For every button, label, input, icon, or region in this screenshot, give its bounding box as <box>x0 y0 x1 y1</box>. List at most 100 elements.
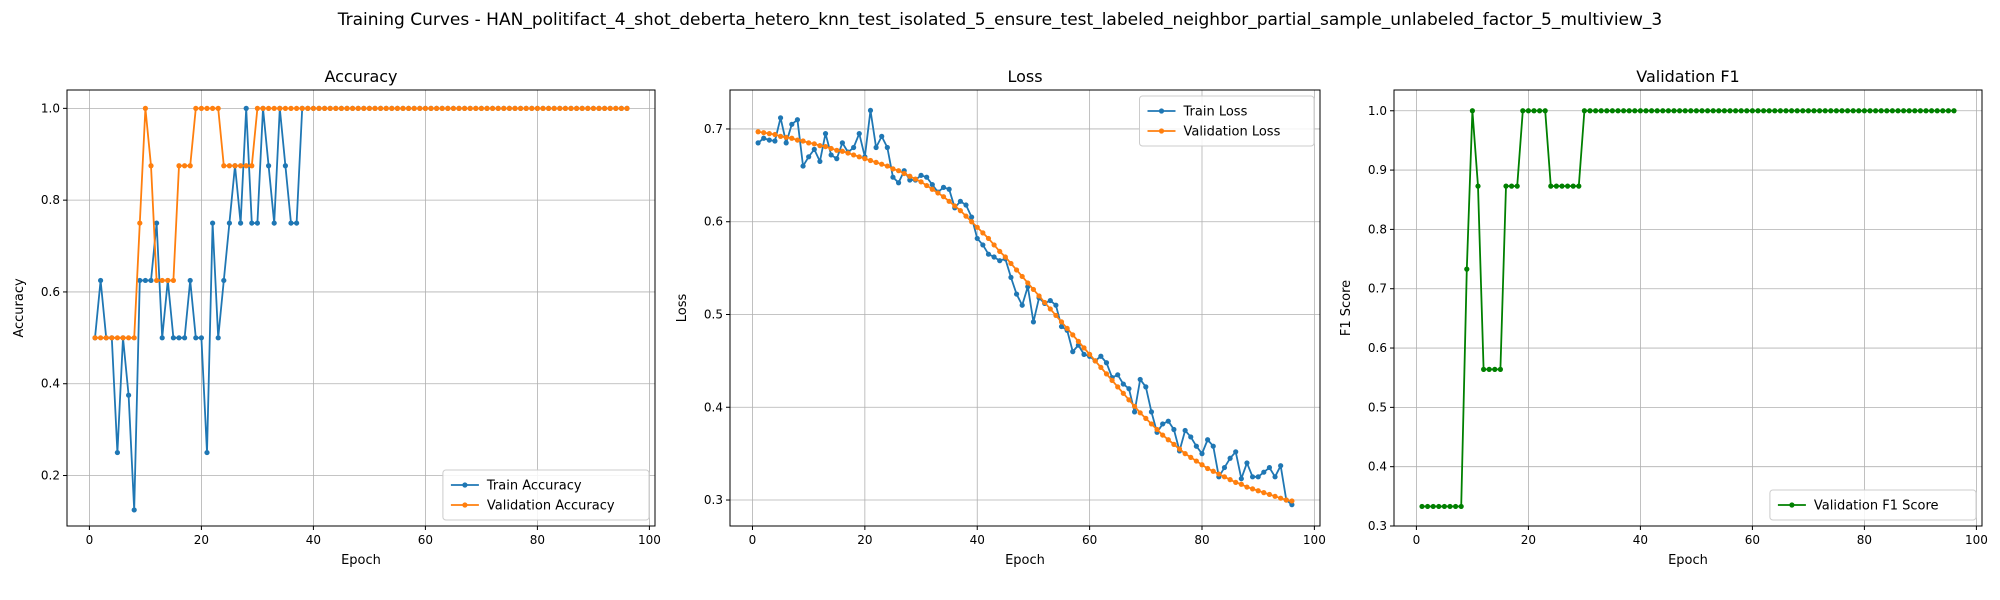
validation-f1-score-point <box>1923 108 1929 114</box>
validation-f1-score-point <box>1805 108 1811 114</box>
validation-accuracy-point <box>574 105 580 111</box>
train-accuracy-point <box>193 335 199 341</box>
validation-f1-score-point <box>1509 183 1515 189</box>
validation-loss-point <box>963 213 969 219</box>
validation-accuracy-point <box>613 105 619 111</box>
validation-f1-y-tick-label: 0.6 <box>1368 341 1387 355</box>
validation-accuracy-point <box>518 105 524 111</box>
validation-accuracy-point <box>355 105 361 111</box>
train-loss-point <box>1070 349 1076 355</box>
validation-f1-score-point <box>1626 108 1632 114</box>
validation-f1-score-point <box>1542 108 1548 114</box>
validation-loss-point <box>997 248 1003 255</box>
validation-f1-score-point <box>1699 108 1705 114</box>
accuracy-y-tick-label: 0.2 <box>41 469 60 483</box>
train-loss-point <box>879 133 885 139</box>
train-loss-point <box>946 186 952 192</box>
validation-loss-point <box>1160 432 1166 438</box>
validation-accuracy-point <box>294 105 300 111</box>
validation-accuracy-point <box>450 105 456 111</box>
validation-f1-score-point <box>1727 108 1733 114</box>
validation-loss-point <box>1143 415 1149 421</box>
validation-accuracy-point <box>193 105 199 111</box>
validation-accuracy-point <box>366 105 372 111</box>
validation-f1-score-point <box>1436 503 1442 510</box>
train-loss-point <box>1249 474 1256 480</box>
train-loss-point <box>1182 427 1188 434</box>
validation-f1-score-point <box>1570 183 1576 189</box>
validation-f1-score-point <box>1783 108 1789 114</box>
validation-accuracy-point <box>490 105 496 111</box>
validation-f1-score-point <box>1917 108 1923 114</box>
validation-loss-point <box>851 152 857 158</box>
validation-f1-score-point <box>1419 503 1425 510</box>
validation-f1-score-point <box>1817 108 1823 114</box>
validation-accuracy-point <box>266 105 272 111</box>
validation-f1-score-point <box>1576 183 1582 189</box>
validation-f1-score-point <box>1637 108 1643 114</box>
validation-accuracy-point <box>243 163 249 169</box>
validation-f1-score-point <box>1665 108 1671 114</box>
validation-accuracy-point <box>170 277 176 284</box>
validation-f1-legend: Validation F1 Score <box>1769 489 1977 521</box>
validation-accuracy-point <box>501 105 507 111</box>
validation-accuracy-point <box>271 105 277 111</box>
loss-x-tick-label: 40 <box>970 533 985 547</box>
validation-loss-point <box>884 163 890 169</box>
loss-x-tick-label: 100 <box>1303 533 1326 547</box>
train-loss-point <box>1210 443 1216 449</box>
validation-loss-point <box>1036 293 1042 299</box>
train-accuracy-point <box>142 277 148 284</box>
accuracy-x-tick-label: 100 <box>638 533 661 547</box>
train-loss-point <box>1238 476 1244 482</box>
figure-suptitle: Training Curves - HAN_politifact_4_shot_… <box>337 10 1663 30</box>
validation-f1-score-point <box>1755 108 1761 114</box>
validation-loss-point <box>862 156 868 162</box>
train-loss-point <box>817 158 823 165</box>
validation-accuracy-point <box>198 105 204 111</box>
accuracy-x-tick-label: 0 <box>86 533 94 547</box>
validation-f1-score-point <box>1811 108 1817 114</box>
train-loss-point <box>895 180 902 186</box>
validation-accuracy-point <box>282 105 288 111</box>
loss-legend-marker <box>1158 128 1165 134</box>
validation-loss-point <box>822 143 829 150</box>
validation-loss-point <box>1047 306 1053 312</box>
train-loss-point <box>1233 449 1239 455</box>
validation-f1-score-point <box>1945 108 1951 114</box>
validation-f1-score-point <box>1464 266 1470 272</box>
train-loss-point <box>822 131 829 137</box>
validation-accuracy-point <box>215 105 221 111</box>
train-loss-point <box>856 131 862 137</box>
validation-loss-point <box>1042 299 1048 306</box>
validation-loss-point <box>1064 325 1070 332</box>
train-loss-point <box>755 140 761 146</box>
validation-accuracy-point <box>540 105 546 111</box>
train-loss-point <box>800 163 806 169</box>
validation-loss-point <box>1120 390 1126 396</box>
validation-f1-score-point <box>1733 108 1739 114</box>
loss-panel: Loss Epoch Loss 0 20 40 60 80 100 0.3 0.4 0.5 0.6… <box>675 67 1326 568</box>
train-accuracy-point <box>266 163 272 169</box>
train-loss-point <box>1053 302 1059 308</box>
validation-accuracy-point <box>148 163 154 169</box>
loss-y-tick-label: 0.3 <box>704 493 723 507</box>
train-accuracy-point <box>154 220 160 226</box>
validation-accuracy-point <box>131 335 137 341</box>
train-loss-point <box>783 140 789 146</box>
validation-accuracy-point <box>226 163 232 169</box>
validation-loss-point <box>777 133 784 139</box>
train-loss-point <box>907 177 913 183</box>
validation-accuracy-point <box>249 163 255 169</box>
validation-accuracy-point <box>187 163 193 169</box>
validation-loss-point <box>1081 345 1087 351</box>
accuracy-legend-marker <box>462 482 468 488</box>
validation-accuracy-point <box>210 105 216 111</box>
train-loss-point <box>1131 409 1138 415</box>
train-accuracy-point <box>282 163 288 169</box>
validation-loss-point <box>761 130 767 136</box>
validation-loss-point <box>1115 384 1121 390</box>
validation-f1-score-point <box>1772 108 1778 114</box>
train-accuracy-point <box>210 220 216 226</box>
validation-loss-point <box>1278 495 1284 501</box>
